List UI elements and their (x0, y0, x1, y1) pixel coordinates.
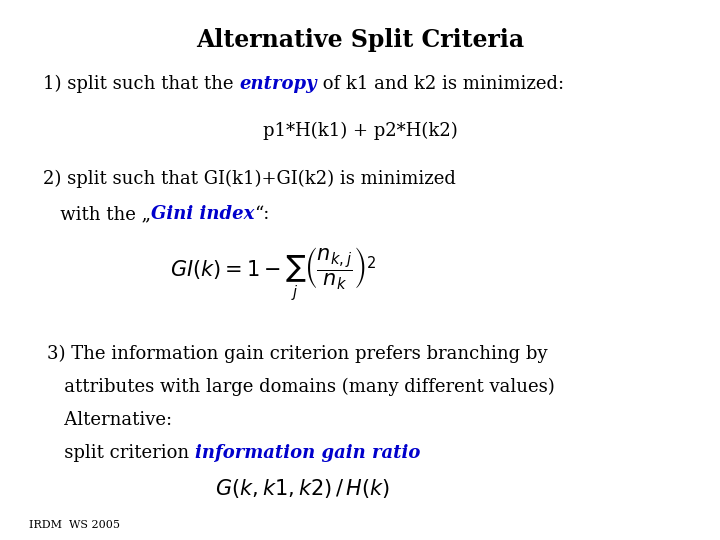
Text: 3) The information gain criterion prefers branching by: 3) The information gain criterion prefer… (47, 345, 547, 363)
Text: of k1 and k2 is minimized:: of k1 and k2 is minimized: (317, 75, 564, 93)
Text: entropy: entropy (240, 75, 317, 93)
Text: $GI(k) = 1 - \sum_{j} \left(\dfrac{n_{k,j}}{n_k}\right)^2$: $GI(k) = 1 - \sum_{j} \left(\dfrac{n_{k,… (170, 245, 377, 303)
Text: attributes with large domains (many different values): attributes with large domains (many diff… (47, 378, 554, 396)
Text: p1*H(k1) + p2*H(k2): p1*H(k1) + p2*H(k2) (263, 122, 457, 140)
Text: Alternative Split Criteria: Alternative Split Criteria (196, 28, 524, 52)
Text: “:: “: (255, 205, 270, 223)
Text: information gain ratio: information gain ratio (194, 444, 420, 462)
Text: IRDM  WS 2005: IRDM WS 2005 (29, 520, 120, 530)
Text: split criterion: split criterion (47, 444, 194, 462)
Text: with the „: with the „ (43, 205, 151, 223)
Text: 1) split such that the: 1) split such that the (43, 75, 240, 93)
Text: $G(k, k1, k2)\,/\,H(k)$: $G(k, k1, k2)\,/\,H(k)$ (215, 477, 390, 500)
Text: Alternative:: Alternative: (47, 411, 172, 429)
Text: Gini index: Gini index (151, 205, 255, 223)
Text: 2) split such that GI(k1)+GI(k2) is minimized: 2) split such that GI(k1)+GI(k2) is mini… (43, 170, 456, 188)
